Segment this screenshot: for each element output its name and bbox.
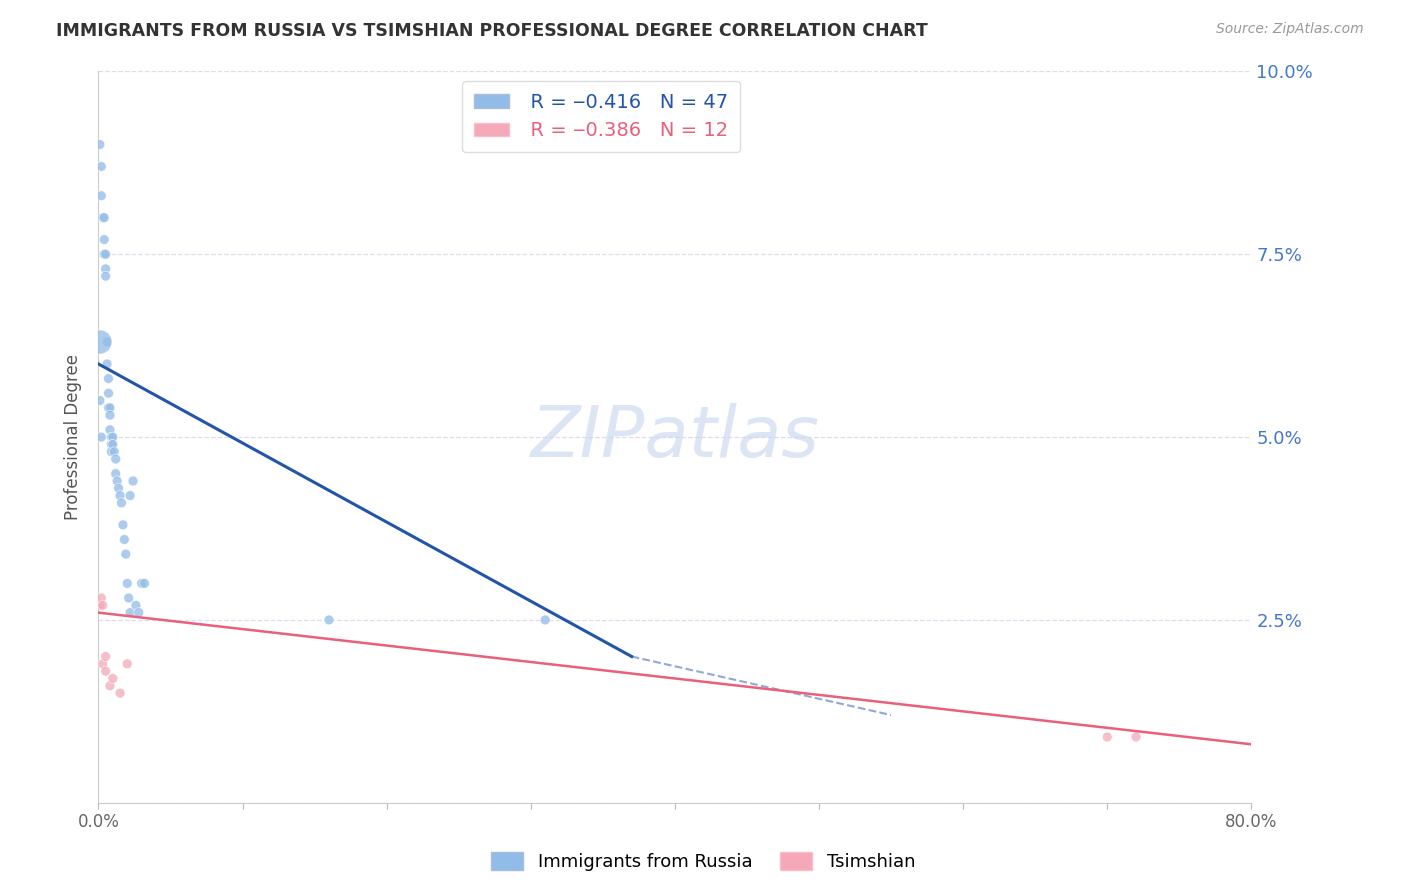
Point <box>97 401 120 415</box>
Point <box>122 474 145 488</box>
Point <box>90 188 112 202</box>
Point <box>100 444 122 458</box>
Point <box>94 649 117 664</box>
Point <box>318 613 340 627</box>
Point <box>120 489 142 503</box>
Point <box>94 664 117 678</box>
Point <box>89 137 111 152</box>
Text: Source: ZipAtlas.com: Source: ZipAtlas.com <box>1216 22 1364 37</box>
Point <box>1097 730 1119 744</box>
Point <box>97 386 120 401</box>
Point <box>131 576 153 591</box>
Point <box>93 233 115 247</box>
Point <box>98 401 121 415</box>
Point <box>89 334 111 349</box>
Point <box>98 423 121 437</box>
Point <box>104 452 127 467</box>
Point <box>117 576 139 591</box>
Point <box>89 393 111 408</box>
Point <box>90 160 112 174</box>
Point <box>93 211 115 225</box>
Point <box>108 686 131 700</box>
Point <box>125 599 148 613</box>
Legend: Immigrants from Russia, Tsimshian: Immigrants from Russia, Tsimshian <box>484 845 922 879</box>
Point <box>90 430 112 444</box>
Point <box>91 657 114 671</box>
Point <box>89 599 111 613</box>
Point <box>117 657 139 671</box>
Point <box>120 606 142 620</box>
Point <box>134 576 156 591</box>
Point <box>94 261 117 276</box>
Point <box>100 437 122 451</box>
Point <box>108 489 131 503</box>
Point <box>1125 730 1147 744</box>
Point <box>107 481 129 495</box>
Point <box>96 334 118 349</box>
Point <box>114 547 136 561</box>
Point <box>103 444 125 458</box>
Point <box>104 467 127 481</box>
Point <box>90 591 112 605</box>
Point <box>128 606 150 620</box>
Point <box>101 430 124 444</box>
Point <box>112 533 135 547</box>
Point <box>110 496 132 510</box>
Point <box>98 679 121 693</box>
Point <box>91 599 114 613</box>
Point <box>98 408 121 422</box>
Point <box>105 474 128 488</box>
Point <box>118 591 141 605</box>
Point <box>96 357 118 371</box>
Point <box>100 430 122 444</box>
Legend:   R = ‒0.416   N = 47,   R = ‒0.386   N = 12: R = ‒0.416 N = 47, R = ‒0.386 N = 12 <box>463 81 740 153</box>
Point <box>111 517 134 532</box>
Point <box>93 247 115 261</box>
Point <box>534 613 557 627</box>
Point <box>91 211 114 225</box>
Point <box>97 371 120 385</box>
Text: IMMIGRANTS FROM RUSSIA VS TSIMSHIAN PROFESSIONAL DEGREE CORRELATION CHART: IMMIGRANTS FROM RUSSIA VS TSIMSHIAN PROF… <box>56 22 928 40</box>
Text: ZIPatlas: ZIPatlas <box>530 402 820 472</box>
Point <box>94 247 117 261</box>
Point <box>101 672 124 686</box>
Point <box>94 269 117 284</box>
Point <box>101 437 124 451</box>
Y-axis label: Professional Degree: Professional Degree <box>65 354 83 520</box>
